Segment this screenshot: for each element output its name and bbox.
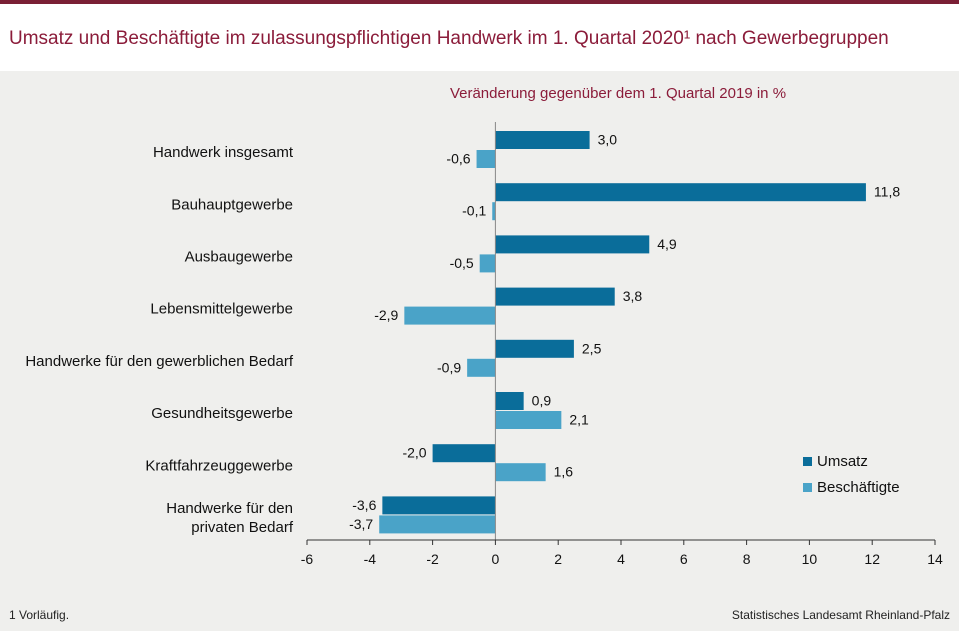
category-label: Lebensmittelgewerbe (150, 301, 293, 318)
data-label: -3,7 (349, 516, 373, 532)
footnote: 1 Vorläufig. (9, 608, 70, 622)
bar-umsatz (495, 287, 615, 306)
category-label: privaten Bedarf (191, 519, 294, 536)
header: Umsatz und Beschäftigte im zulassungspfl… (0, 4, 959, 71)
data-label: 3,8 (623, 288, 643, 304)
data-label: -3,6 (352, 497, 376, 513)
category-label: Gesundheitsgewerbe (151, 405, 293, 422)
x-tick-label: 2 (554, 551, 562, 567)
title-accent-bar (0, 0, 959, 4)
bar-umsatz (495, 183, 866, 202)
data-label: 2,1 (569, 412, 589, 428)
data-label: 0,9 (532, 393, 552, 409)
x-tick-label: -4 (364, 551, 377, 567)
data-label: 4,9 (657, 236, 677, 252)
bar-umsatz (495, 131, 590, 149)
bar-beschaeftigte (467, 358, 496, 377)
data-label: -0,5 (450, 255, 474, 271)
data-label: 1,6 (554, 464, 574, 480)
category-label: Handwerke für den (166, 500, 293, 517)
bar-umsatz (495, 392, 524, 410)
source-note: Statistisches Landesamt Rheinland-Pfalz (731, 608, 950, 622)
x-tick-label: 12 (864, 551, 880, 567)
chart-title: Umsatz und Beschäftigte im zulassungspfl… (9, 28, 889, 49)
bar-beschaeftigte (404, 306, 496, 325)
legend-swatch-umsatz (803, 457, 812, 466)
data-label: 3,0 (598, 132, 618, 148)
bar-umsatz (495, 235, 650, 254)
category-label: Bauhauptgewerbe (171, 196, 293, 213)
bar-umsatz (382, 496, 496, 515)
chart-subtitle: Veränderung gegenüber dem 1. Quartal 201… (449, 85, 787, 102)
data-label: 11,8 (874, 184, 900, 200)
legend-swatch-beschaeftigte (803, 483, 812, 492)
x-tick-label: -6 (301, 551, 314, 567)
data-label: -2,9 (374, 307, 398, 323)
data-label: 2,5 (582, 340, 602, 356)
legend-label: Umsatz (817, 453, 868, 470)
x-tick-label: 10 (802, 551, 818, 567)
data-label: -0,6 (446, 151, 470, 167)
data-label: -2,0 (402, 445, 426, 461)
bar-umsatz (432, 444, 496, 463)
x-tick-label: 0 (492, 551, 500, 567)
category-label: Handwerk insgesamt (153, 144, 294, 161)
bar-beschaeftigte (379, 515, 496, 534)
bar-beschaeftigte (495, 411, 562, 429)
category-label: Kraftfahrzeuggewerbe (145, 457, 293, 474)
x-tick-label: -2 (426, 551, 439, 567)
bar-umsatz (495, 339, 574, 358)
bar-beschaeftigte (479, 254, 496, 273)
x-tick-label: 14 (927, 551, 943, 567)
legend-label: Beschäftigte (817, 479, 900, 496)
bar-beschaeftigte (495, 463, 546, 482)
bar-beschaeftigte (476, 150, 496, 168)
data-label: -0,1 (462, 203, 486, 219)
category-label: Ausbaugewerbe (185, 249, 293, 266)
category-label: Handwerke für den gewerblichen Bedarf (25, 353, 293, 370)
x-tick-label: 8 (743, 551, 751, 567)
x-tick-label: 4 (617, 551, 625, 567)
x-tick-label: 6 (680, 551, 688, 567)
data-label: -0,9 (437, 359, 461, 375)
bar-beschaeftigte (492, 202, 496, 221)
